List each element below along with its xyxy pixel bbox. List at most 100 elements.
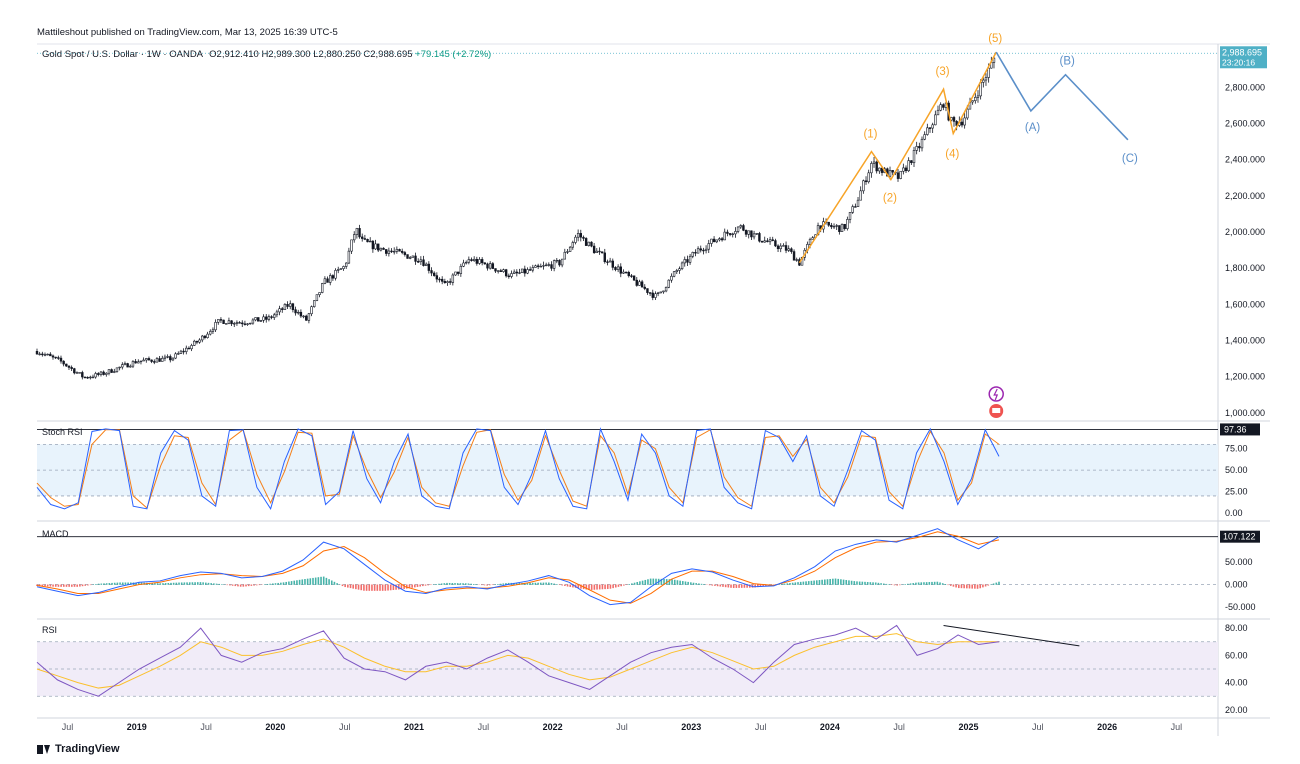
- price-tick-label: 1,200.000: [1225, 372, 1265, 382]
- candle-body: [201, 335, 204, 341]
- candle-body: [222, 319, 225, 324]
- candle-body: [462, 262, 465, 267]
- macd-histogram-bar: [448, 582, 451, 585]
- candle-body: [835, 225, 838, 227]
- tradingview-logo-icon: [37, 744, 51, 754]
- candle-body: [992, 57, 996, 63]
- macd-histogram-bar: [180, 582, 183, 585]
- macd-histogram-bar: [623, 584, 625, 586]
- candle-body: [651, 292, 654, 298]
- candle-body: [235, 322, 239, 324]
- macd-histogram-bar: [631, 583, 633, 585]
- macd-histogram-bar: [577, 584, 580, 589]
- macd-histogram-bar: [824, 579, 826, 585]
- time-tick-label: Jul: [478, 722, 490, 732]
- candle-body: [768, 239, 772, 243]
- candle-body: [134, 361, 137, 364]
- candle-body: [377, 243, 380, 251]
- candle-body: [179, 350, 183, 354]
- macd-histogram-bar: [333, 581, 336, 585]
- candle-body: [400, 250, 404, 253]
- candle-body: [385, 249, 388, 254]
- candle-body: [246, 323, 249, 325]
- candle-body: [395, 249, 399, 252]
- candle-body: [227, 320, 231, 324]
- macd-histogram-bar: [963, 584, 965, 589]
- macd-histogram-bar: [915, 582, 917, 585]
- candle-body: [888, 170, 892, 177]
- macd-histogram-bar: [944, 583, 947, 585]
- candle-body: [46, 353, 49, 356]
- candle-body: [592, 245, 596, 253]
- candle-body: [811, 237, 814, 240]
- macd-line: [36, 528, 1000, 606]
- candle-body: [414, 255, 417, 262]
- macd-histogram-bar: [194, 582, 196, 585]
- macd-histogram-bar: [277, 582, 279, 585]
- macd-histogram-bar: [306, 578, 309, 585]
- candle-body: [145, 358, 148, 361]
- macd-histogram-bar: [971, 584, 973, 589]
- candle-body: [251, 319, 255, 324]
- macd-histogram-bar: [947, 584, 949, 586]
- macd-histogram-bar: [266, 583, 269, 585]
- candle-body: [726, 231, 729, 234]
- candle-body: [688, 255, 692, 263]
- macd-histogram-bar: [483, 584, 486, 586]
- candle-body: [544, 264, 548, 267]
- candle-body: [326, 278, 329, 283]
- lightning-icon: [993, 388, 999, 401]
- candle-body: [67, 365, 71, 368]
- macd-histogram-bar: [103, 583, 105, 585]
- macd-histogram-bar: [347, 584, 349, 588]
- macd-histogram-bar: [909, 583, 912, 585]
- macd-histogram-bar: [523, 582, 526, 585]
- time-tick-label: 2025: [958, 722, 978, 732]
- wave-label-C: (C): [1122, 153, 1138, 165]
- macd-histogram-bar: [786, 583, 789, 585]
- candle-body: [318, 292, 321, 295]
- macd-histogram-bar: [663, 578, 665, 585]
- candle-body: [126, 363, 129, 368]
- macd-histogram-bar: [472, 583, 475, 585]
- macd-histogram-bar: [486, 584, 488, 586]
- symbol-legend: Gold Spot / U.S. Dollar · 1W · OANDA O2,…: [42, 49, 491, 60]
- macd-histogram-bar: [186, 582, 188, 585]
- candle-body: [846, 219, 849, 229]
- macd-histogram-bar: [226, 584, 229, 586]
- macd-histogram-bar: [274, 583, 277, 585]
- macd-histogram-bar: [79, 584, 81, 587]
- candle-body: [238, 322, 241, 324]
- macd-histogram-bar: [411, 584, 413, 588]
- macd-histogram-bar: [111, 582, 113, 585]
- candle-body: [163, 356, 167, 359]
- candle-body: [560, 258, 564, 266]
- candle-body: [526, 269, 529, 274]
- macd-histogram-bar: [368, 584, 371, 591]
- macd-histogram-bar: [443, 583, 446, 585]
- candle-body: [488, 263, 492, 269]
- candle-body: [275, 311, 279, 316]
- candle-body: [334, 270, 337, 279]
- candle-body: [430, 270, 433, 274]
- candle-body: [734, 231, 737, 235]
- candle-body: [539, 265, 543, 268]
- candle-body: [723, 231, 726, 241]
- time-tick-label: 2022: [543, 722, 563, 732]
- candle-body: [739, 225, 742, 228]
- candle-body: [289, 303, 292, 307]
- macd-histogram-bar: [832, 578, 834, 585]
- time-tick-label: 2023: [681, 722, 701, 732]
- macd-histogram-bar: [215, 583, 218, 585]
- macd-histogram-bar: [151, 583, 154, 585]
- macd-histogram-bar: [497, 584, 499, 585]
- candle-body: [704, 248, 708, 251]
- macd-histogram-bar: [617, 584, 620, 587]
- candle-body: [600, 251, 604, 254]
- candle-body: [169, 356, 172, 361]
- dividend-event-icon[interactable]: [988, 386, 1004, 402]
- candle-body: [920, 138, 924, 149]
- macd-histogram-bar: [714, 584, 716, 586]
- macd-histogram-bar: [998, 581, 1000, 585]
